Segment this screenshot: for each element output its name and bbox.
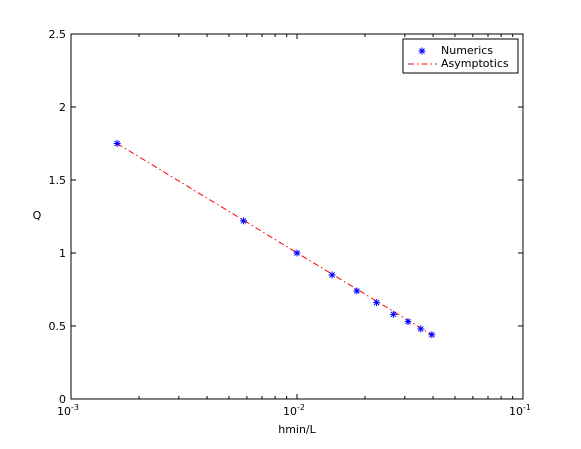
x-tick-exponent: -1 <box>523 403 531 412</box>
x-tick-exponent: -3 <box>71 403 79 412</box>
numerics-point <box>113 140 121 147</box>
legend-asterisk <box>418 47 426 55</box>
series-layer <box>113 140 436 339</box>
legend-entry-asymptotics: Asymptotics <box>408 57 509 70</box>
y-tick-label: 2 <box>59 101 66 114</box>
numerics-point <box>417 325 425 333</box>
numerics-point <box>389 310 397 318</box>
x-tick-base: 10 <box>283 405 297 418</box>
legend-label-asymptotics: Asymptotics <box>441 57 509 70</box>
numerics-point <box>240 217 248 225</box>
legend-marker-numerics <box>418 47 426 55</box>
numerics-point <box>373 299 381 307</box>
x-tick-base: 10 <box>509 405 523 418</box>
x-tick-label: 10-3 <box>57 403 79 418</box>
y-axis-label: Q <box>33 209 42 222</box>
x-tick-label: 10-2 <box>283 403 305 418</box>
x-axis: 10-3 10-2 10-1 <box>57 34 531 418</box>
y-axis: 0 0.5 1 1.5 2 2.5 <box>49 28 523 406</box>
y-tick-label: 2.5 <box>49 28 67 41</box>
x-tick-label: 10-1 <box>509 403 531 418</box>
legend: Numerics Asymptotics <box>402 38 519 74</box>
x-tick-base: 10 <box>57 405 71 418</box>
x-tick-exponent: -2 <box>297 403 305 412</box>
numerics-point <box>404 318 412 326</box>
y-tick-label: 0.5 <box>49 320 67 333</box>
numerics-point <box>428 331 436 339</box>
y-tick-label: 1.5 <box>49 174 67 187</box>
numerics-point <box>353 287 361 295</box>
y-tick-label: 0 <box>59 393 66 406</box>
numerics-point <box>293 249 301 257</box>
y-tick-label: 1 <box>59 247 66 260</box>
x-axis-label: hmin/L <box>278 423 316 436</box>
legend-label-numerics: Numerics <box>441 44 493 57</box>
numerics-point <box>328 271 336 279</box>
legend-box <box>402 38 519 74</box>
plot-area <box>70 33 524 400</box>
legend-entry-numerics: Numerics <box>418 44 493 57</box>
